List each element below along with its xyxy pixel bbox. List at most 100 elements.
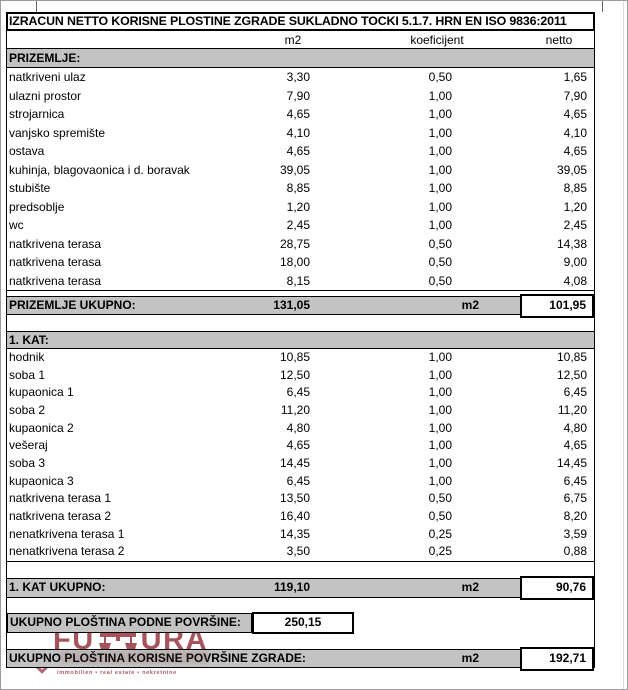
top-column-divider-right xyxy=(602,1,603,12)
m2-cell: 18,00 xyxy=(279,255,310,269)
room-name-cell: soba 2 xyxy=(9,402,46,417)
netto-cell: 8,20 xyxy=(563,508,587,523)
table-row: vanjsko spremište 4,10 1,00 4,10 xyxy=(7,124,594,143)
room-name-cell: vešeraj xyxy=(9,438,48,453)
netto-cell: 0,88 xyxy=(563,544,587,559)
netto-cell: 4,10 xyxy=(563,125,587,140)
grand-total-box: 192,71 xyxy=(520,646,594,671)
page-edge-line xyxy=(623,1,624,689)
koeficijent-cell: 1,00 xyxy=(428,438,452,453)
grand-total-row: UKUPNO PLOŠTINA KORISNE POVRŠINE ZGRADE:… xyxy=(7,646,594,671)
koeficijent-cell: 0,50 xyxy=(428,508,452,523)
koeficijent-cell: 1,00 xyxy=(428,107,452,121)
m2-cell: 13,50 xyxy=(279,491,310,506)
total-unit-label: m2 xyxy=(461,298,479,312)
m2-cell: 28,75 xyxy=(279,236,310,251)
koeficijent-cell: 1,00 xyxy=(428,420,452,435)
room-name-cell: nenatkrivena terasa 1 xyxy=(9,526,125,541)
room-name-cell: natkrivena terasa xyxy=(9,255,102,269)
room-name-cell: hodnik xyxy=(9,350,45,364)
room-name-cell: natkrivena terasa xyxy=(9,273,102,288)
room-name-cell: vanjsko spremište xyxy=(9,125,106,140)
table-row: soba 3 14,45 1,00 14,45 xyxy=(7,455,594,473)
netto-cell: 4,65 xyxy=(563,107,587,121)
koeficijent-cell: 1,00 xyxy=(428,473,452,488)
table-row: natkrivena terasa 18,00 0,50 9,00 xyxy=(7,253,594,272)
m2-cell: 14,35 xyxy=(279,526,310,541)
table-row: kupaonica 1 6,45 1,00 6,45 xyxy=(7,384,594,402)
netto-cell: 4,80 xyxy=(563,420,587,435)
koeficijent-cell: 1,00 xyxy=(428,218,452,232)
koeficijent-cell: 0,50 xyxy=(428,70,452,84)
table-row: natkriveni ulaz 3,30 0,50 1,65 xyxy=(7,68,594,87)
column-header-netto: netto xyxy=(545,33,573,47)
m2-cell: 3,30 xyxy=(286,70,310,84)
spacer xyxy=(7,598,594,613)
spacer xyxy=(7,633,594,649)
m2-cell: 6,45 xyxy=(286,385,310,400)
room-name-cell: soba 3 xyxy=(9,455,46,470)
netto-cell: 10,85 xyxy=(556,350,587,364)
calculation-sheet: IZRACUN NETTO KORISNE PLOSTINE ZGRADE SU… xyxy=(6,12,595,671)
m2-cell: 8,15 xyxy=(286,273,310,288)
koeficijent-cell: 1,00 xyxy=(428,367,452,382)
netto-cell: 7,90 xyxy=(563,88,587,103)
room-name-cell: natkrivena terasa 2 xyxy=(9,508,112,523)
koeficijent-cell: 1,00 xyxy=(428,162,452,177)
table-row: predsoblje 1,20 1,00 1,20 xyxy=(7,198,594,217)
room-name-cell: kuhinja, blagovaonica i d. boravak xyxy=(9,162,190,177)
room-name-cell: natkriveni ulaz xyxy=(9,70,86,84)
table-row: vešeraj 4,65 1,00 4,65 xyxy=(7,437,594,455)
netto-total-box: 90,76 xyxy=(520,576,594,601)
table-row: natkrivena terasa 1 13,50 0,50 6,75 xyxy=(7,490,594,508)
column-header-m2: m2 xyxy=(284,33,302,47)
table-row: ostava 4,65 1,00 4,65 xyxy=(7,142,594,161)
netto-cell: 6,75 xyxy=(563,491,587,506)
spacer xyxy=(7,315,594,331)
m2-cell: 4,65 xyxy=(286,438,310,453)
netto-cell: 4,65 xyxy=(563,144,587,158)
room-name-cell: stubište xyxy=(9,181,51,195)
m2-cell: 16,40 xyxy=(279,508,310,523)
koeficijent-cell: 1,00 xyxy=(428,144,452,158)
total-m2-value: 119,10 xyxy=(273,579,310,594)
m2-cell: 4,80 xyxy=(286,420,310,435)
column-header-row: m2 koeficijent netto xyxy=(7,31,594,49)
table-row: kupaonica 2 4,80 1,00 4,80 xyxy=(7,420,594,438)
room-name-cell: wc xyxy=(9,218,24,232)
room-name-cell: nenatkrivena terasa 2 xyxy=(9,544,125,559)
koeficijent-cell: 0,25 xyxy=(428,544,452,559)
netto-cell: 14,45 xyxy=(556,455,587,470)
koeficijent-cell: 0,50 xyxy=(428,491,452,506)
room-name-cell: strojarnica xyxy=(9,107,65,121)
top-column-divider-left xyxy=(36,1,37,12)
section-header-prizemlje: PRIZEMLJE: xyxy=(7,49,594,68)
netto-cell: 1,65 xyxy=(563,70,587,84)
netto-cell: 14,38 xyxy=(556,236,587,251)
netto-cell: 11,20 xyxy=(557,402,587,417)
koeficijent-cell: 1,00 xyxy=(428,88,452,103)
table-row: kupaonica 3 6,45 1,00 6,45 xyxy=(7,473,594,491)
koeficijent-cell: 1,00 xyxy=(428,350,452,364)
netto-cell: 4,65 xyxy=(563,438,587,453)
m2-cell: 3,50 xyxy=(286,544,310,559)
room-name-cell: predsoblje xyxy=(9,199,65,214)
netto-cell: 6,45 xyxy=(563,385,587,400)
total-m2-value: 131,05 xyxy=(273,298,310,312)
document-title: IZRACUN NETTO KORISNE PLOSTINE ZGRADE SU… xyxy=(6,12,595,31)
koeficijent-cell: 1,00 xyxy=(428,199,452,214)
floor-area-total-row: UKUPNO PLOŠTINA PODNE POVRŠINE: 250,15 xyxy=(7,611,594,634)
netto-cell: 6,45 xyxy=(563,473,587,488)
netto-cell: 9,00 xyxy=(563,255,587,269)
total-unit-label: m2 xyxy=(461,579,479,594)
total-row-prizemlje: PRIZEMLJE UKUPNO: 131,05 m2 101,95 xyxy=(7,294,594,318)
m2-cell: 4,10 xyxy=(286,125,310,140)
room-name-cell: kupaonica 1 xyxy=(9,385,74,400)
section-rows-1kat: hodnik 10,85 1,00 10,85 soba 1 12,50 1,0… xyxy=(7,349,594,562)
total-row-1kat: 1. KAT UKUPNO: 119,10 m2 90,76 xyxy=(7,576,594,601)
koeficijent-cell: 0,50 xyxy=(428,273,452,288)
room-name-cell: soba 1 xyxy=(9,367,46,382)
table-row: ulazni prostor 7,90 1,00 7,90 xyxy=(7,87,594,106)
spacer xyxy=(7,562,594,578)
